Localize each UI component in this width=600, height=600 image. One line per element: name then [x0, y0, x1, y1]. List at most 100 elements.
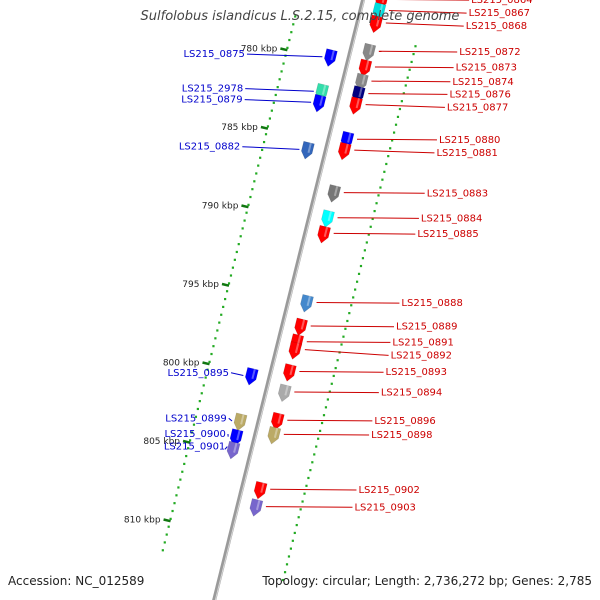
gene-label: LS215_0891: [392, 337, 453, 348]
gene-label: LS215_0902: [358, 485, 419, 496]
scale-dot-left: [218, 321, 221, 324]
gene-label-leader: [316, 301, 400, 304]
forward-gene-arrow-shade: [240, 414, 245, 425]
reverse-gene-arrow: [300, 293, 314, 313]
reverse-gene-arrow: [270, 411, 285, 431]
scale-dot-right: [371, 217, 374, 221]
reverse-gene-arrow: [321, 209, 335, 228]
gene-label: LS215_0885: [417, 229, 478, 240]
scale-dot-left: [196, 407, 199, 411]
scale-dot-right: [313, 453, 316, 456]
scale-dot-left: [231, 266, 235, 269]
reverse-gene-arrow-shade: [294, 342, 300, 354]
scale-dot-left: [251, 188, 254, 191]
genome-summary: Topology: circular; Length: 2,736,272 bp…: [262, 574, 592, 588]
forward-gene-arrow-shade: [307, 142, 312, 153]
forward-gene-arrow: [301, 140, 315, 160]
scale-dot-right: [305, 484, 308, 487]
gene-label-leader: [343, 192, 425, 194]
scale-dot-left: [192, 423, 196, 426]
scale-dot-left: [286, 46, 289, 49]
scale-dot-right: [391, 139, 394, 142]
reverse-gene-arrow-shade: [273, 427, 279, 438]
accession-label: Accession: NC_012589: [8, 574, 145, 588]
scale-dot-right: [282, 578, 285, 582]
scale-dot-left: [216, 329, 219, 332]
scale-dot-left: [175, 494, 178, 497]
scale-dot-left: [179, 478, 182, 481]
gene-label-leader: [244, 99, 312, 103]
gene-label: LS215_0894: [381, 388, 442, 399]
scale-dot-left: [280, 70, 283, 73]
scale-tick-label: 805 kbp: [143, 437, 180, 447]
scale-dot-left: [239, 235, 242, 238]
scale-dot-left: [183, 462, 186, 466]
scale-dot-left: [208, 360, 211, 363]
scale-dot-right: [369, 225, 372, 228]
gene-label: LS215_0881: [436, 148, 497, 159]
gene-label-leader: [385, 22, 464, 27]
scale-dot-right: [381, 178, 384, 181]
scale-dot-right: [375, 202, 378, 205]
gene-label-leader: [245, 88, 314, 92]
scale-dot-right: [348, 312, 351, 315]
gene-label-leader: [388, 9, 467, 14]
gene-label: LS215_0892: [391, 350, 452, 361]
reverse-gene-arrow-shade: [368, 44, 374, 55]
scale-tick-label: 810 kbp: [124, 515, 161, 525]
scale-dot-right: [293, 531, 296, 535]
scale-dot-right: [330, 382, 333, 385]
scale-dot-right: [379, 186, 382, 189]
gene-label-leader: [242, 146, 300, 150]
gene-label-leader: [333, 232, 416, 235]
scale-tick-major: [221, 282, 230, 287]
scale-dot-left: [202, 384, 205, 387]
scale-dot-left: [264, 133, 268, 136]
gene-label: LS215_0876: [449, 89, 510, 100]
reverse-gene-arrow: [358, 58, 373, 78]
scale-dot-right: [334, 366, 337, 370]
scale-dot-right: [389, 147, 392, 150]
scale-dot-left: [185, 454, 188, 458]
scale-dot-right: [396, 115, 400, 118]
scale-dot-left: [241, 227, 244, 230]
gene-label: LS215_0901: [164, 442, 225, 453]
reverse-gene-arrow: [362, 42, 377, 62]
scale-dot-right: [289, 547, 292, 550]
scale-dot-right: [387, 155, 390, 158]
reverse-gene-arrow-shade: [306, 295, 311, 307]
genome-backbone: [212, 0, 366, 600]
reverse-gene-arrow-shade: [289, 364, 294, 376]
scale-dot-left: [247, 203, 250, 206]
scale-dot-left: [235, 250, 238, 254]
scale-dot-left: [181, 470, 184, 473]
gene-label: LS215_0874: [452, 77, 513, 88]
scale-dot-left: [222, 305, 225, 309]
gene-label-leader: [299, 371, 384, 373]
scale-dot-right: [324, 406, 328, 409]
reverse-gene-arrow-shade: [333, 185, 339, 197]
gene-label-leader: [270, 488, 357, 491]
gene-label-leader: [246, 53, 323, 58]
reverse-gene-arrow: [317, 224, 332, 244]
scale-dot-right: [307, 476, 310, 480]
scale-dot-left: [206, 368, 209, 371]
reverse-gene-arrow-shade: [358, 87, 363, 98]
scale-dot-right: [299, 508, 302, 511]
scale-dot-right: [400, 100, 403, 103]
scale-dot-right: [332, 374, 335, 378]
scale-dot-left: [233, 258, 236, 261]
forward-gene-arrow-shade: [330, 50, 335, 61]
reverse-gene-arrow: [349, 96, 363, 115]
scale-dot-left: [294, 15, 297, 18]
reverse-gene-arrow-shade: [381, 0, 385, 4]
gene-label: LS215_0899: [165, 413, 226, 424]
gene-label: LS215_0888: [401, 298, 462, 309]
scale-dot-left: [261, 148, 264, 152]
gene-label: LS215_0879: [181, 95, 242, 106]
scale-tick-major: [182, 439, 191, 444]
scale-dot-left: [200, 392, 203, 395]
scale-dot-right: [320, 421, 324, 425]
gene-label-leader: [354, 149, 435, 154]
gene-label: LS215_0884: [421, 213, 482, 224]
